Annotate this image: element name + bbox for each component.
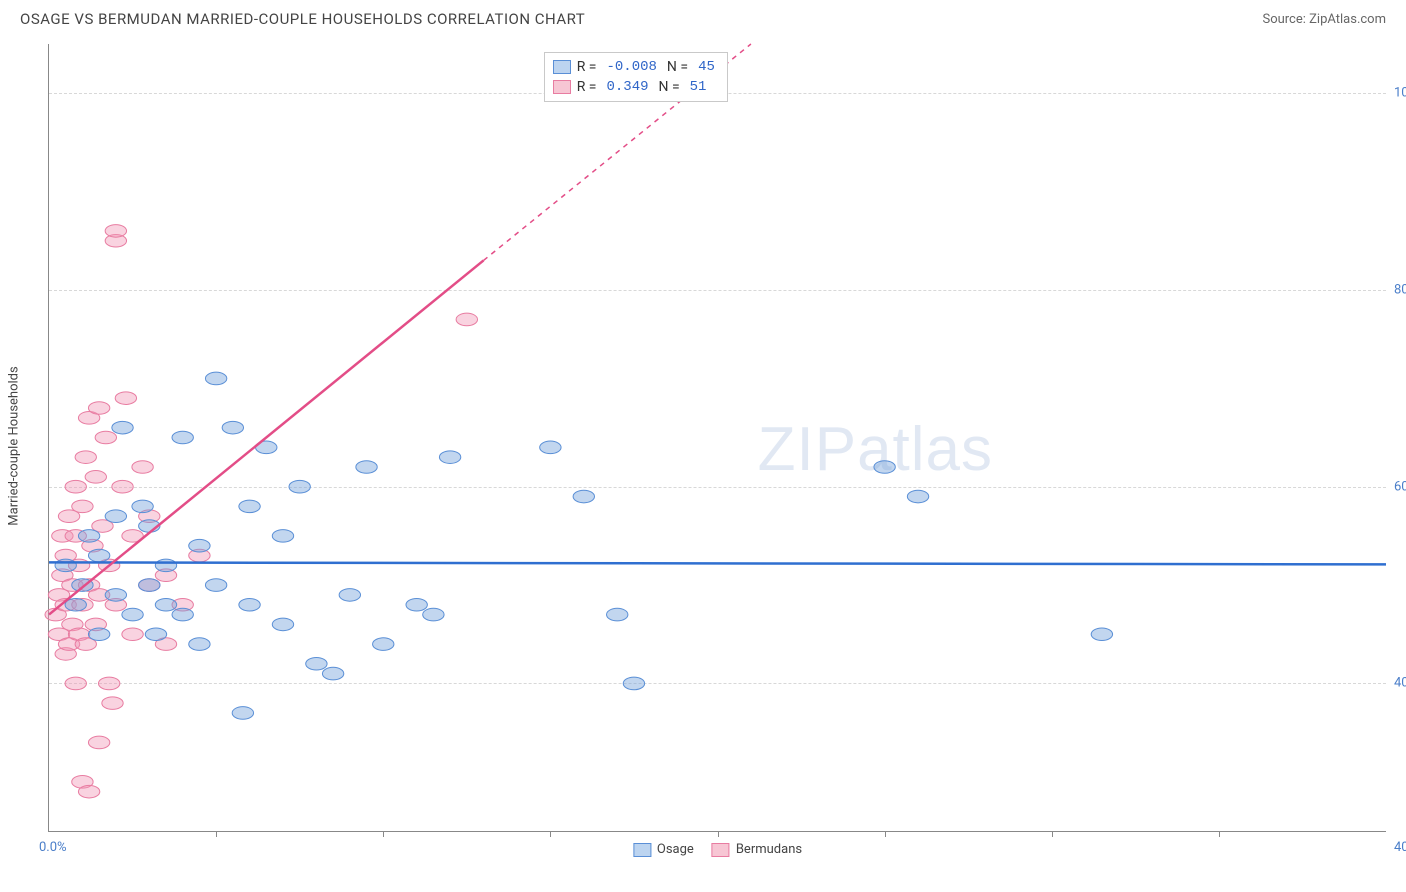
osage-point (189, 539, 210, 552)
x-tick (550, 831, 551, 837)
bermudans-point (95, 431, 116, 444)
bermudans-point (65, 480, 86, 493)
osage-point (172, 431, 193, 444)
n-value: 51 (686, 79, 711, 95)
y-tick-label: 80.0% (1394, 282, 1406, 297)
scatter-plot-svg (49, 44, 1386, 831)
osage-point (105, 589, 126, 602)
osage-point (907, 490, 928, 503)
x-tick (718, 831, 719, 837)
y-tick-label: 60.0% (1394, 479, 1406, 494)
legend-swatch (712, 843, 730, 857)
r-value: -0.008 (602, 59, 660, 75)
x-tick (383, 831, 384, 837)
x-tick (1219, 831, 1220, 837)
osage-point (145, 628, 166, 641)
osage-point (356, 461, 377, 474)
x-tick (1052, 831, 1053, 837)
bermudans-point (112, 480, 133, 493)
osage-point (155, 559, 176, 572)
osage-point (239, 598, 260, 611)
osage-point (272, 530, 293, 543)
osage-point (1091, 628, 1112, 641)
series-swatch (553, 80, 571, 94)
bermudans-point (98, 677, 119, 690)
osage-point (322, 667, 343, 680)
x-tick (885, 831, 886, 837)
legend-label: Bermudans (736, 842, 802, 857)
osage-point (132, 500, 153, 513)
x-tick (216, 831, 217, 837)
osage-point (306, 657, 327, 670)
x-axis-max-label: 40.0% (1394, 840, 1406, 855)
osage-point (88, 549, 109, 562)
bermudans-point (88, 402, 109, 415)
bermudans-point (65, 677, 86, 690)
osage-point (239, 500, 260, 513)
legend-swatch (633, 843, 651, 857)
n-label: N = (659, 79, 680, 95)
r-label: R = (577, 79, 597, 95)
bermudans-point (88, 736, 109, 749)
chart-plot-area: ZIPatlas 40.0%60.0%80.0%100.0% R =-0.008… (48, 44, 1386, 832)
osage-point (573, 490, 594, 503)
osage-point (272, 618, 293, 631)
osage-point (540, 441, 561, 454)
r-label: R = (577, 59, 597, 75)
osage-point (205, 372, 226, 385)
osage-point (232, 707, 253, 720)
osage-point (607, 608, 628, 621)
bermudans-point (72, 500, 93, 513)
osage-point (139, 579, 160, 592)
n-value: 45 (694, 59, 719, 75)
osage-point (339, 589, 360, 602)
n-label: N = (667, 59, 688, 75)
osage-point (155, 598, 176, 611)
bermudans-point (75, 451, 96, 464)
osage-point (222, 421, 243, 434)
osage-point (874, 461, 895, 474)
bermudans-point (122, 628, 143, 641)
legend-item: Osage (633, 842, 694, 857)
bermudans-point (102, 697, 123, 710)
osage-point (373, 638, 394, 651)
bermudans-point (105, 225, 126, 238)
series-swatch (553, 60, 571, 74)
osage-trendline (49, 562, 1386, 564)
legend-label: Osage (657, 842, 694, 857)
bermudans-point (132, 461, 153, 474)
osage-point (205, 579, 226, 592)
osage-point (172, 608, 193, 621)
osage-point (406, 598, 427, 611)
osage-point (439, 451, 460, 464)
x-axis-min-label: 0.0% (39, 840, 67, 855)
bermudans-point (85, 471, 106, 484)
y-tick-label: 40.0% (1394, 676, 1406, 691)
bermudans-point (78, 785, 99, 798)
bermudans-point (115, 392, 136, 405)
legend-item: Bermudans (712, 842, 802, 857)
osage-point (78, 530, 99, 543)
stats-row: R = 0.349 N = 51 (553, 77, 719, 97)
stats-box: R = -0.008 N = 45 R = 0.349 N = 51 (544, 52, 728, 102)
legend: Osage Bermudans (633, 842, 802, 857)
osage-point (105, 510, 126, 523)
osage-point (189, 638, 210, 651)
osage-point (423, 608, 444, 621)
osage-point (289, 480, 310, 493)
r-value: 0.349 (602, 79, 652, 95)
stats-row: R = -0.008 N = 45 (553, 57, 719, 77)
y-tick-label: 100.0% (1394, 86, 1406, 101)
chart-title: OSAGE VS BERMUDAN MARRIED-COUPLE HOUSEHO… (20, 10, 585, 28)
source-attribution: Source: ZipAtlas.com (1262, 12, 1386, 27)
osage-point (122, 608, 143, 621)
bermudans-point (456, 313, 477, 326)
osage-point (88, 628, 109, 641)
y-axis-label: Married-couple Households (7, 366, 22, 525)
osage-point (55, 559, 76, 572)
osage-point (623, 677, 644, 690)
osage-point (112, 421, 133, 434)
